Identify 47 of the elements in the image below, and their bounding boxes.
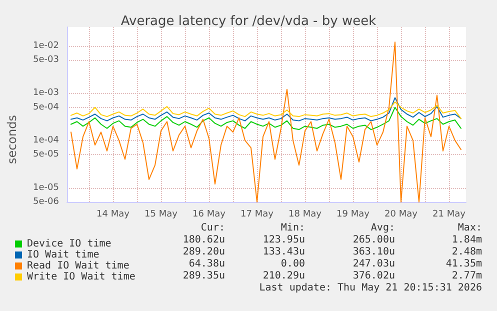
legend-label: Device IO time [27, 238, 112, 250]
text: Cur: [200, 222, 225, 234]
text: 0.00 [280, 258, 305, 270]
x-tick-label: 15 May [144, 210, 178, 220]
x-tick-label: 16 May [192, 210, 226, 220]
text: 64.38u [188, 258, 225, 270]
text: 2.48m [452, 246, 482, 258]
text: 376.02u [352, 270, 395, 282]
text: 289.35u [182, 270, 225, 282]
text: Last update: Thu May 21 20:15:31 2026 [259, 282, 482, 294]
text: 2.77m [452, 270, 482, 282]
y-tick-label: 1e-02 [33, 40, 59, 51]
line-series [70, 106, 462, 130]
text: 247.03u [352, 258, 395, 270]
text: Max: [458, 222, 482, 234]
legend-label: Read IO Wait time [27, 260, 130, 272]
x-tick-label: 18 May [288, 210, 322, 220]
text: 265.00u [352, 234, 395, 246]
y-tick-label: 1e-05 [33, 182, 59, 193]
text: 180.62u [182, 234, 225, 246]
x-tick-label: 17 May [240, 210, 274, 220]
y-tick-label: 5e-04 [33, 102, 60, 112]
y-tick-label: 1e-03 [33, 88, 59, 98]
x-tick-label: 14 May [96, 210, 130, 220]
line-series [70, 101, 462, 120]
x-tick-label: 19 May [336, 210, 370, 220]
x-tick-label: 21 May [432, 210, 466, 220]
text: 41.35m [446, 258, 482, 270]
x-tick-label: 20 May [384, 210, 418, 220]
text: 289.20u [182, 246, 225, 258]
line-series [70, 97, 462, 122]
line-series [70, 42, 462, 202]
y-tick-label: 5e-05 [33, 150, 59, 160]
y-tick-label: 5e-03 [33, 55, 59, 66]
text: Avg: [370, 222, 395, 234]
text: 133.43u [262, 246, 305, 258]
text: 123.95u [262, 234, 305, 246]
text: 1.84m [452, 234, 482, 246]
legend-label: Write IO Wait time [27, 272, 136, 282]
text: Min: [280, 222, 305, 234]
text: 363.10u [352, 246, 395, 258]
y-tick-label: 1e-04 [33, 135, 60, 146]
y-axis-title: seconds [5, 114, 19, 164]
chart-title: Average latency for /dev/vda - by week [120, 14, 377, 29]
text: 210.29u [262, 270, 305, 282]
y-tick-label: 5e-06 [33, 197, 60, 207]
legend-label: IO Wait time [27, 250, 100, 260]
